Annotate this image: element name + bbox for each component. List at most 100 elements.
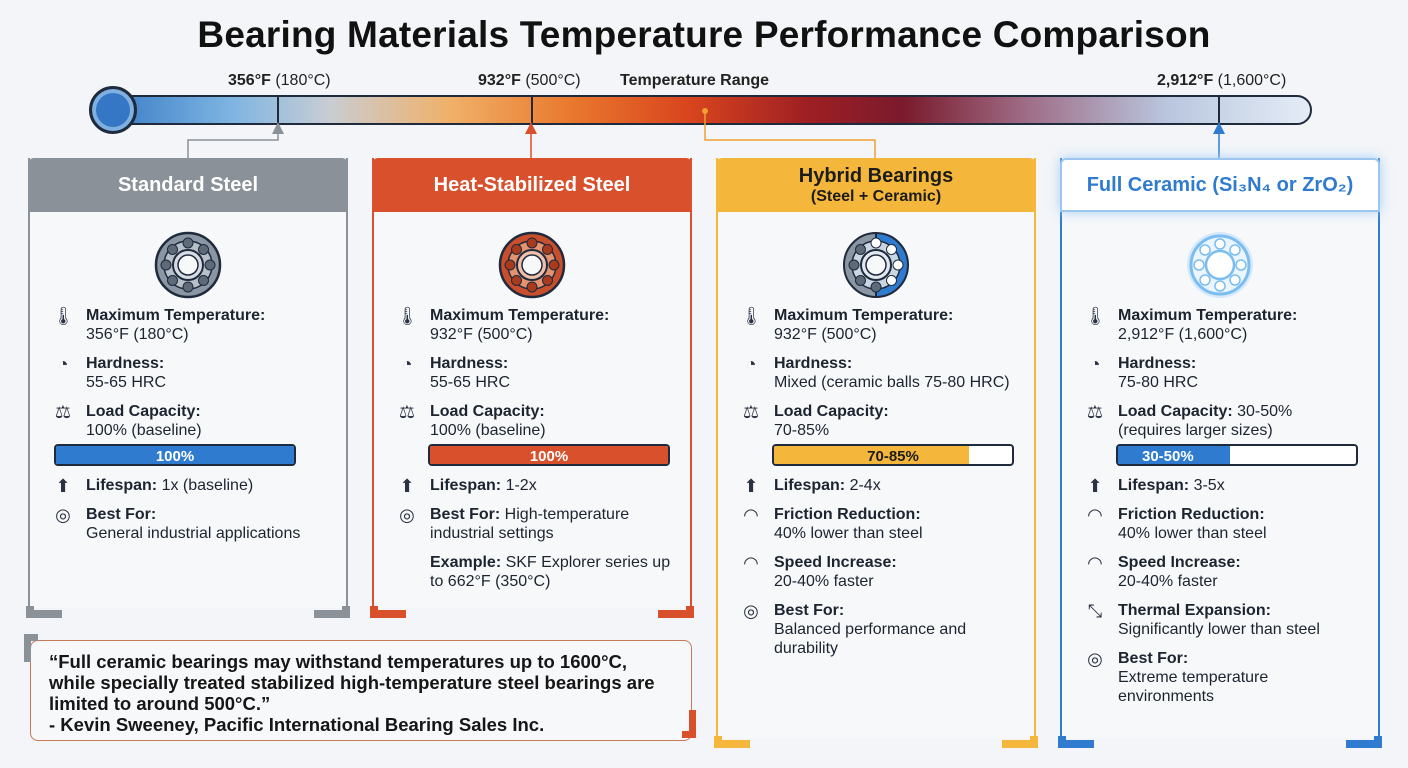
card-header: Full Ceramic (Si₃N₄ or ZrO₂): [1060, 158, 1380, 212]
spec-lifespan: ⬆ Lifespan: 3-5x: [1084, 476, 1364, 496]
load-capacity-bar: 70-85%: [772, 444, 1014, 466]
spec-lifespan: ⬆ Lifespan: 2-4x: [740, 476, 1020, 496]
page-title: Bearing Materials Temperature Performanc…: [197, 14, 1211, 55]
spec-load: ⚖ Load Capacity: 30-50% (requires larger s…: [1084, 402, 1364, 466]
hybrid-bearing-icon: [843, 231, 909, 299]
corner-bracket: [26, 606, 62, 618]
corner-bracket: [658, 606, 694, 618]
quote-corner: [682, 710, 696, 738]
thermometer-icon: 🌡: [1084, 306, 1107, 326]
target-icon: ◎: [55, 505, 71, 525]
expert-quote: “Full ceramic bearings may withstand tem…: [30, 640, 692, 741]
spec-max-temp: 🌡 Maximum Temperature: 932°F (500°C): [396, 306, 610, 344]
heat-stabilized-bearing-icon: [498, 231, 566, 299]
steel-bearing-icon: [154, 231, 222, 299]
arrow-up-icon: ⬆: [1087, 476, 1103, 496]
speedometer-icon: ◠: [1087, 553, 1103, 573]
spec-load: ⚖ Load Capacity: 100% (baseline) 100%: [52, 402, 332, 466]
spec-thermal: ⤡ Thermal Expansion: Significantly lower t…: [1084, 601, 1364, 639]
spec-lifespan: ⬆ Lifespan: 1x (baseline): [52, 476, 332, 496]
expand-icon: ⤡: [1087, 601, 1103, 621]
corner-bracket: [714, 736, 750, 748]
load-capacity-bar: 100%: [54, 444, 296, 466]
temperature-range-bar: [112, 95, 1312, 125]
speedometer-icon: ◠: [743, 553, 759, 573]
gauge-icon: ◔: [1089, 354, 1101, 374]
spec-example: Example: SKF Explorer series up to 662°F…: [430, 554, 671, 590]
spec-friction: ◠ Friction Reduction: 40% lower than steel: [740, 505, 1020, 543]
corner-bracket: [370, 606, 406, 618]
ceramic-bearing-icon: [1187, 232, 1253, 298]
card-heat-stabilized-steel: Heat-Stabilized Steel 🌡 Maximum Temperatu…: [370, 158, 694, 618]
quote-attribution: - Kevin Sweeney, Pacific International B…: [49, 714, 545, 735]
target-icon: ◎: [1087, 649, 1103, 669]
temp-marker-500: 932°F (500°C): [478, 72, 581, 89]
marker-tick-180: [277, 97, 279, 123]
card-specs: 🌡 Maximum Temperature: 932°F (500°C) ◔ Hard…: [740, 306, 1020, 668]
quote-text: “Full ceramic bearings may withstand tem…: [49, 651, 655, 714]
marker-tick-500: [531, 97, 533, 123]
spec-speed: ◠ Speed Increase: 20-40% faster: [740, 553, 1020, 591]
spec-lifespan: ⬆ Lifespan: 1-2x: [396, 476, 676, 496]
card-subtitle: (Steel + Ceramic): [810, 187, 942, 205]
thermometer-icon: 🌡: [52, 306, 75, 326]
arrow-up-icon: ⬆: [55, 476, 71, 496]
weight-icon: ⚖: [1086, 402, 1104, 422]
arrow-up-icon: ⬆: [743, 476, 759, 496]
temp-marker-180: 356°F (180°C): [228, 72, 331, 89]
spec-hardness: ◔ Hardness: 75-80 HRC: [1084, 354, 1364, 392]
card-header: Hybrid Bearings (Steel + Ceramic): [716, 158, 1036, 212]
card-title: Standard Steel: [117, 173, 259, 196]
spec-best-for: ◎ Best For: Balanced performance and durab…: [740, 601, 1020, 658]
corner-bracket: [1002, 736, 1038, 748]
spec-max-temp: 🌡 Maximum Temperature: 932°F (500°C): [740, 306, 954, 344]
quote-corner: [24, 634, 38, 662]
target-icon: ◎: [399, 505, 415, 525]
speedometer-icon: ◠: [1087, 505, 1103, 525]
temp-marker-1600: 2,912°F (1,600°C): [1157, 72, 1287, 89]
corner-bracket: [1058, 736, 1094, 748]
spec-best-for: ◎ Best For: Extreme temperature environmen…: [1084, 649, 1364, 706]
card-specs: 🌡 Maximum Temperature: 356°F (180°C) ◔ Hard…: [52, 306, 332, 553]
weight-icon: ⚖: [742, 402, 760, 422]
spec-max-temp: 🌡 Maximum Temperature: 2,912°F (1,600°C): [1084, 306, 1298, 344]
corner-bracket: [314, 606, 350, 618]
spec-hardness: ◔ Hardness: 55-65 HRC: [52, 354, 332, 392]
card-specs: 🌡 Maximum Temperature: 2,912°F (1,600°C) ◔…: [1084, 306, 1364, 716]
arrow-up-icon: ⬆: [399, 476, 415, 496]
card-full-ceramic: Full Ceramic (Si₃N₄ or ZrO₂) 🌡 Maximum Te…: [1058, 158, 1382, 748]
target-icon: ◎: [743, 601, 759, 621]
spec-hardness: ◔ Hardness: Mixed (ceramic balls 75-80 HRC…: [740, 354, 1020, 392]
card-header: Standard Steel: [28, 158, 348, 212]
marker-tick-1600: [1218, 97, 1220, 123]
card-standard-steel: Standard Steel 🌡 Maximum Temperature: 356°…: [26, 158, 350, 618]
spec-load: ⚖ Load Capacity: 70-85% 70-85%: [740, 402, 1020, 466]
thermometer-bulb-icon: [89, 86, 137, 134]
gauge-icon: ◔: [57, 354, 69, 374]
corner-bracket: [1346, 736, 1382, 748]
load-capacity-bar: 30-50%: [1116, 444, 1358, 466]
spec-friction: ◠ Friction Reduction: 40% lower than steel: [1084, 505, 1364, 543]
weight-icon: ⚖: [54, 402, 72, 422]
spec-hardness: ◔ Hardness: 55-65 HRC: [396, 354, 676, 392]
gauge-icon: ◔: [745, 354, 757, 374]
card-header: Heat-Stabilized Steel: [372, 158, 692, 212]
spec-max-temp: 🌡 Maximum Temperature: 356°F (180°C): [52, 306, 266, 344]
weight-icon: ⚖: [398, 402, 416, 422]
card-hybrid-bearings: Hybrid Bearings (Steel + Ceramic) 🌡 Maxim…: [714, 158, 1038, 748]
thermometer-icon: 🌡: [740, 306, 763, 326]
spec-best-for: ◎ Best For: General industrial application…: [52, 505, 332, 543]
speedometer-icon: ◠: [743, 505, 759, 525]
spec-load: ⚖ Load Capacity: 100% (baseline) 100%: [396, 402, 676, 466]
bar-connectors: [187, 108, 1225, 158]
gauge-icon: ◔: [401, 354, 413, 374]
spec-speed: ◠ Speed Increase: 20-40% faster: [1084, 553, 1364, 591]
temperature-range-label: Temperature Range: [620, 72, 770, 89]
thermometer-icon: 🌡: [396, 306, 419, 326]
spec-best-for: ◎ Best For: High-temperature industrial s…: [396, 505, 676, 543]
card-title: Hybrid Bearings: [798, 164, 954, 187]
card-specs: 🌡 Maximum Temperature: 932°F (500°C) ◔ Hard…: [396, 306, 676, 601]
load-capacity-bar: 100%: [428, 444, 670, 466]
card-title: Full Ceramic (Si₃N₄ or ZrO₂): [1086, 173, 1354, 196]
card-title: Heat-Stabilized Steel: [433, 173, 631, 196]
